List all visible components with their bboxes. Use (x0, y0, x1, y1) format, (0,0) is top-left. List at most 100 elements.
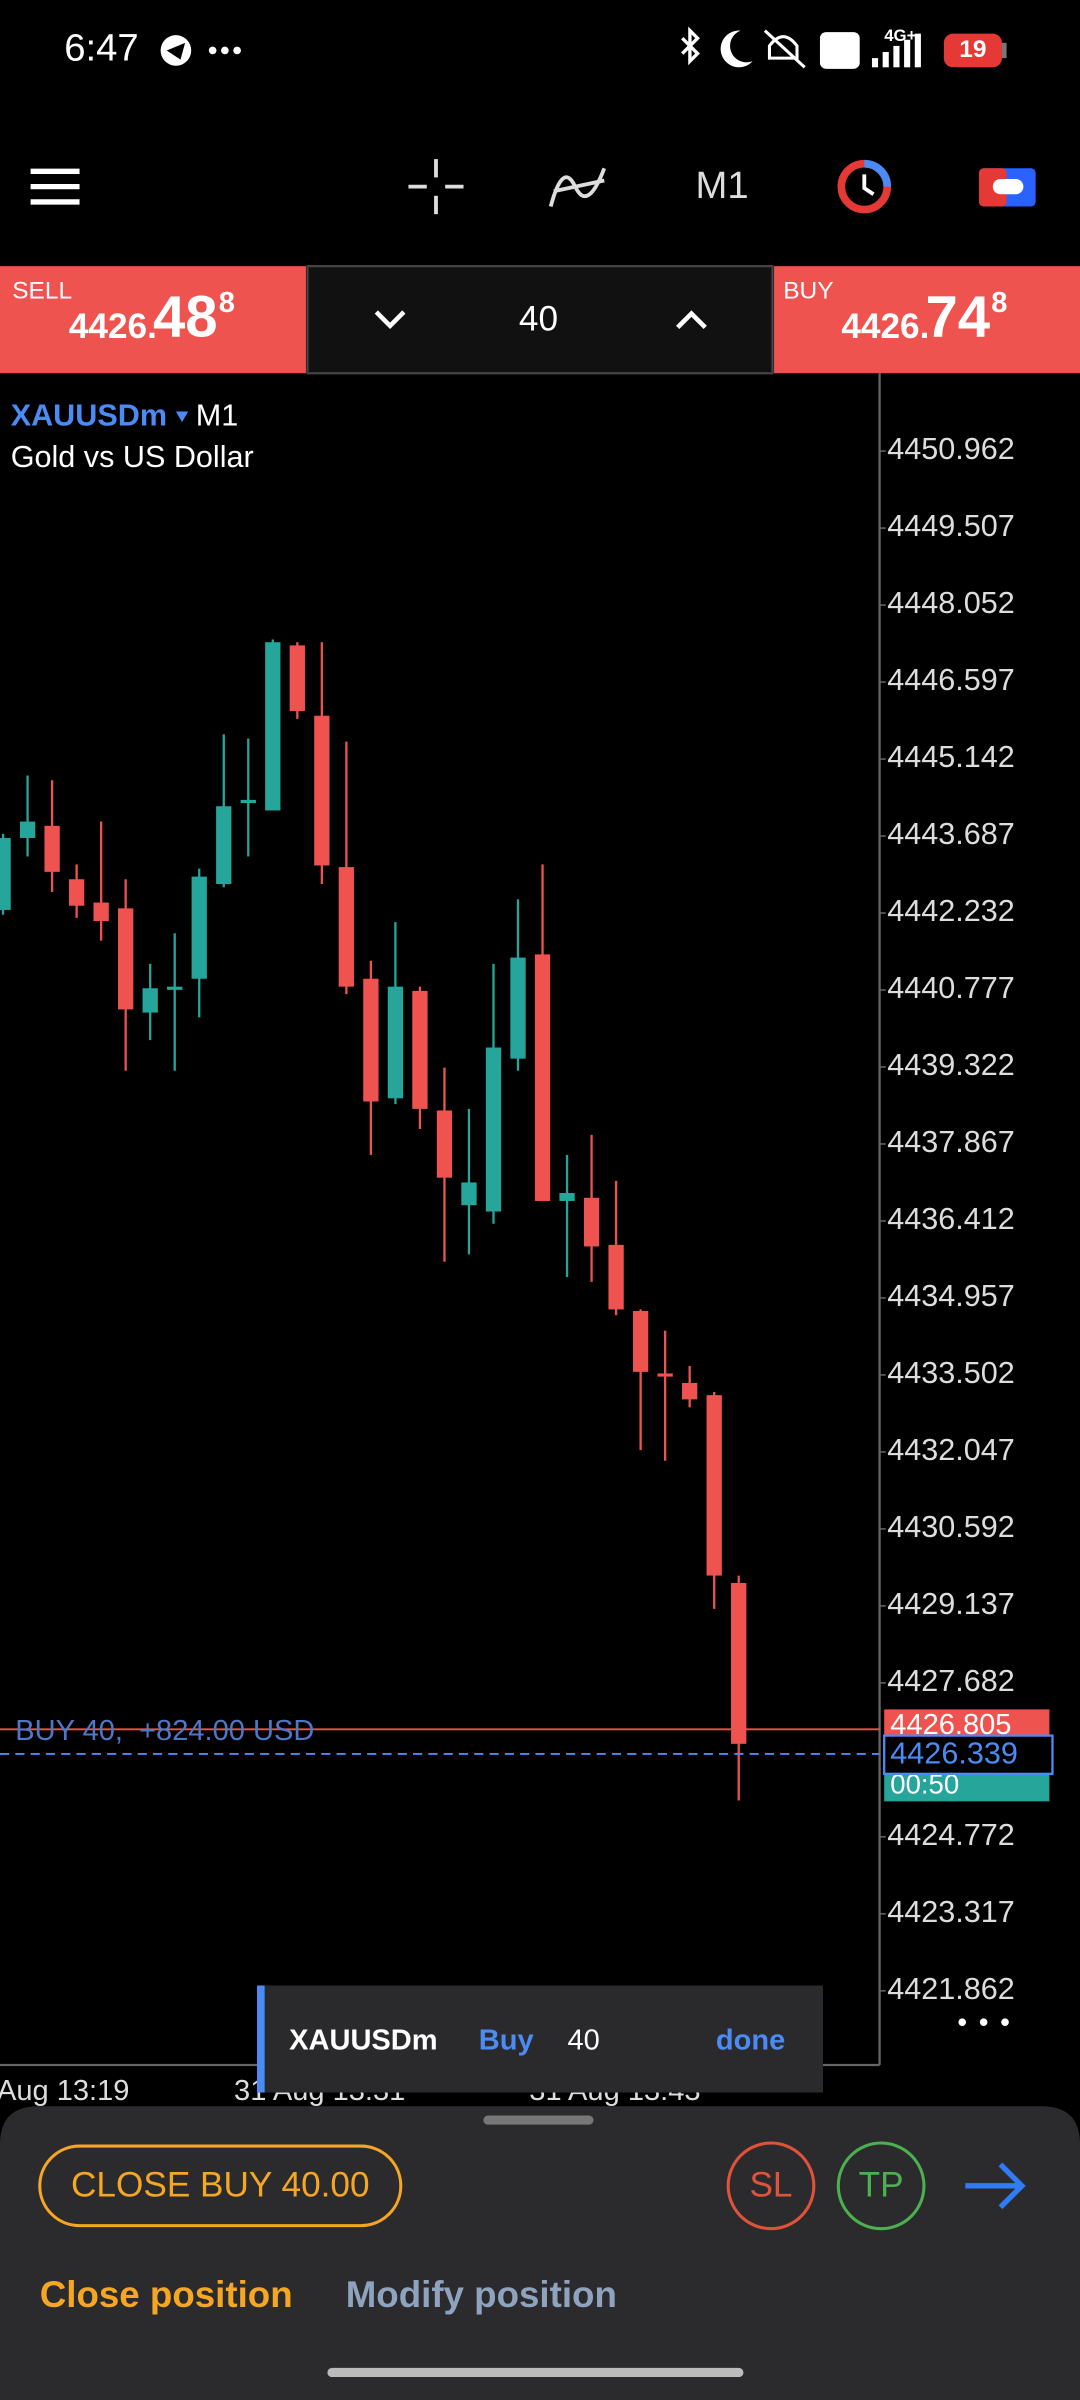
sell-price-big: 48 (153, 285, 218, 350)
candle-body (314, 715, 330, 866)
candle-body (0, 837, 11, 910)
symbol-dropdown[interactable] (175, 411, 189, 423)
price-tick-label: 4429.137 (887, 1587, 1015, 1621)
price-tick-label: 4433.502 (887, 1356, 1015, 1390)
sell-label: SELL (12, 278, 72, 305)
candle-body (534, 954, 551, 1201)
chart-more[interactable] (958, 2018, 1009, 2027)
price-tick-label: 4421.862 (887, 1972, 1015, 2006)
battery (943, 33, 1002, 68)
volume-up[interactable] (676, 310, 707, 329)
time-tick-label: Aug 13:19 (0, 2075, 129, 2107)
network-type: 4G+ (884, 26, 916, 45)
timer-box (884, 1772, 1050, 1802)
toast-done[interactable]: done (716, 2025, 785, 2057)
candle-body (363, 978, 379, 1102)
price-tick-label: 4439.322 (887, 1048, 1015, 1082)
sl-label[interactable]: SL (749, 2166, 792, 2205)
home-indicator (327, 2367, 744, 2378)
trade-button[interactable] (979, 168, 1036, 207)
battery-tip (1001, 42, 1007, 59)
candle-body (731, 1582, 747, 1744)
clock-button[interactable] (837, 159, 892, 214)
price-tick-label: 4432.047 (887, 1433, 1015, 1467)
candle-body (191, 876, 207, 979)
candle-body (657, 1373, 673, 1377)
candle-body (387, 986, 404, 1099)
chart-symbol[interactable]: XAUUSDm (11, 399, 167, 433)
indicators-button[interactable] (548, 167, 607, 207)
buy-price-big: 74 (925, 285, 990, 350)
volume-down[interactable] (374, 310, 406, 330)
candle-body (559, 1193, 575, 1201)
candle-body (338, 867, 355, 987)
toast-side: Buy (479, 2025, 534, 2057)
menu-button[interactable] (30, 168, 80, 205)
bottom-sheet (0, 2106, 1080, 2400)
sell-price-sup: 8 (219, 287, 235, 319)
candle-body (461, 1182, 477, 1206)
toast-accent (256, 1985, 265, 2093)
price-tick-label: 4434.957 (887, 1279, 1015, 1313)
price-tick-label: 4446.597 (887, 663, 1015, 697)
sell-price-head: 4426. (69, 307, 157, 346)
tab-close[interactable]: Close position (40, 2274, 293, 2315)
chart-area: 4450.962 4449.507 4448.052 4446.597 4445.142… (0, 432, 1054, 2107)
candle-body (167, 986, 183, 990)
price-tick-label: 4427.682 (887, 1664, 1015, 1698)
order-toast (256, 1985, 824, 2093)
candle-body (142, 988, 158, 1013)
close-button-label[interactable]: CLOSE BUY 40.00 (71, 2166, 369, 2205)
current-price-label: 4426.339 (890, 1737, 1018, 1771)
tp-button[interactable] (836, 2141, 926, 2231)
price-tick-label: 4448.052 (887, 586, 1015, 620)
candle-body (118, 908, 134, 1010)
candle-body (485, 1047, 502, 1212)
signal-icon (871, 33, 921, 68)
tp-label[interactable]: TP (859, 2166, 904, 2205)
tab-modify[interactable]: Modify position (346, 2274, 617, 2315)
buy-label: BUY (783, 278, 833, 305)
next-button[interactable] (965, 2162, 1026, 2210)
buy-button[interactable] (774, 266, 1080, 374)
volte-icon (819, 32, 860, 69)
sl-button[interactable] (726, 2141, 816, 2231)
price-tick-label: 4430.592 (887, 1510, 1015, 1544)
sell-button[interactable] (0, 266, 306, 374)
candle-body (583, 1197, 600, 1247)
candle-body (240, 799, 256, 804)
candle-body (19, 821, 36, 838)
candle-body (68, 879, 85, 906)
mute-icon (763, 29, 806, 69)
dnd-icon (720, 30, 753, 68)
candle-body (265, 642, 281, 811)
candle-body (632, 1311, 649, 1372)
volume[interactable]: 40 (519, 300, 558, 339)
price-tick-label: 4436.412 (887, 1202, 1015, 1236)
more-dots (208, 46, 241, 55)
timeframe-button[interactable]: M1 (695, 164, 748, 207)
candle-body (216, 806, 232, 885)
price-tick-label: 4440.777 (887, 971, 1015, 1005)
sheet-handle[interactable] (483, 2115, 594, 2125)
position-label: BUY 40, +824.00 USD (15, 1715, 314, 1747)
chart-timeframe: M1 (196, 399, 238, 433)
toast-symbol: XAUUSDm (289, 2025, 437, 2057)
candle-body (44, 825, 60, 872)
price-tick-label: 4443.687 (887, 817, 1015, 851)
candle-body (289, 645, 305, 711)
crosshair-button[interactable] (408, 159, 464, 215)
buy-price-sup: 8 (991, 287, 1007, 319)
price-tick-label: 4449.507 (887, 509, 1015, 543)
toast-volume: 40 (568, 2025, 600, 2057)
close-button[interactable] (38, 2144, 403, 2228)
price-tick-label: 4424.772 (887, 1818, 1015, 1852)
price-tick-label: 4442.232 (887, 894, 1015, 928)
price-tick-label: 4450.962 (887, 432, 1015, 466)
candle-body (608, 1244, 624, 1310)
candle-body (93, 902, 109, 922)
candle-body (706, 1395, 722, 1576)
price-tick-label: 4437.867 (887, 1125, 1015, 1159)
